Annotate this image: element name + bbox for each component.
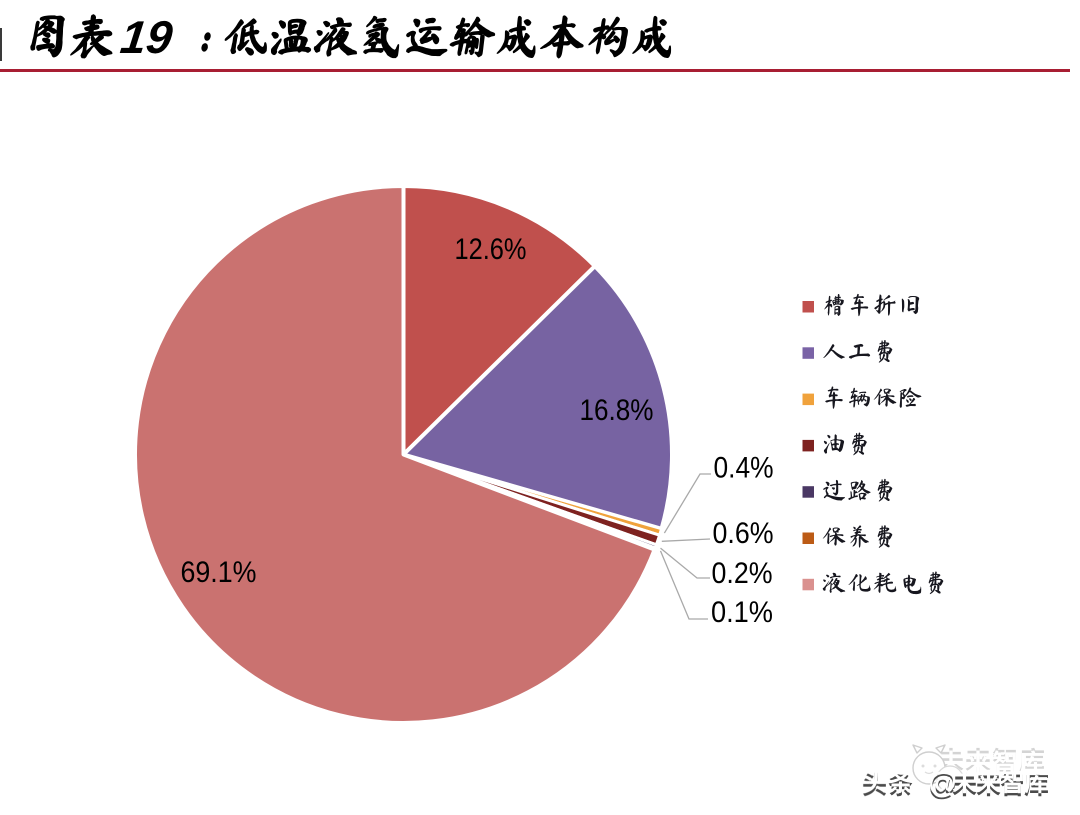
- svg-text:69.1%: 69.1%: [181, 556, 257, 589]
- svg-text:0.2%: 0.2%: [712, 557, 773, 590]
- svg-text:0.1%: 0.1%: [711, 596, 773, 629]
- svg-text:@: @: [928, 767, 957, 799]
- svg-text:16.8%: 16.8%: [580, 394, 654, 427]
- svg-text:19: 19: [118, 11, 176, 63]
- svg-text:0.6%: 0.6%: [713, 517, 774, 550]
- svg-text:0.4%: 0.4%: [714, 452, 774, 485]
- svg-text:12.6%: 12.6%: [455, 233, 527, 266]
- svg-text:@: @: [928, 770, 957, 802]
